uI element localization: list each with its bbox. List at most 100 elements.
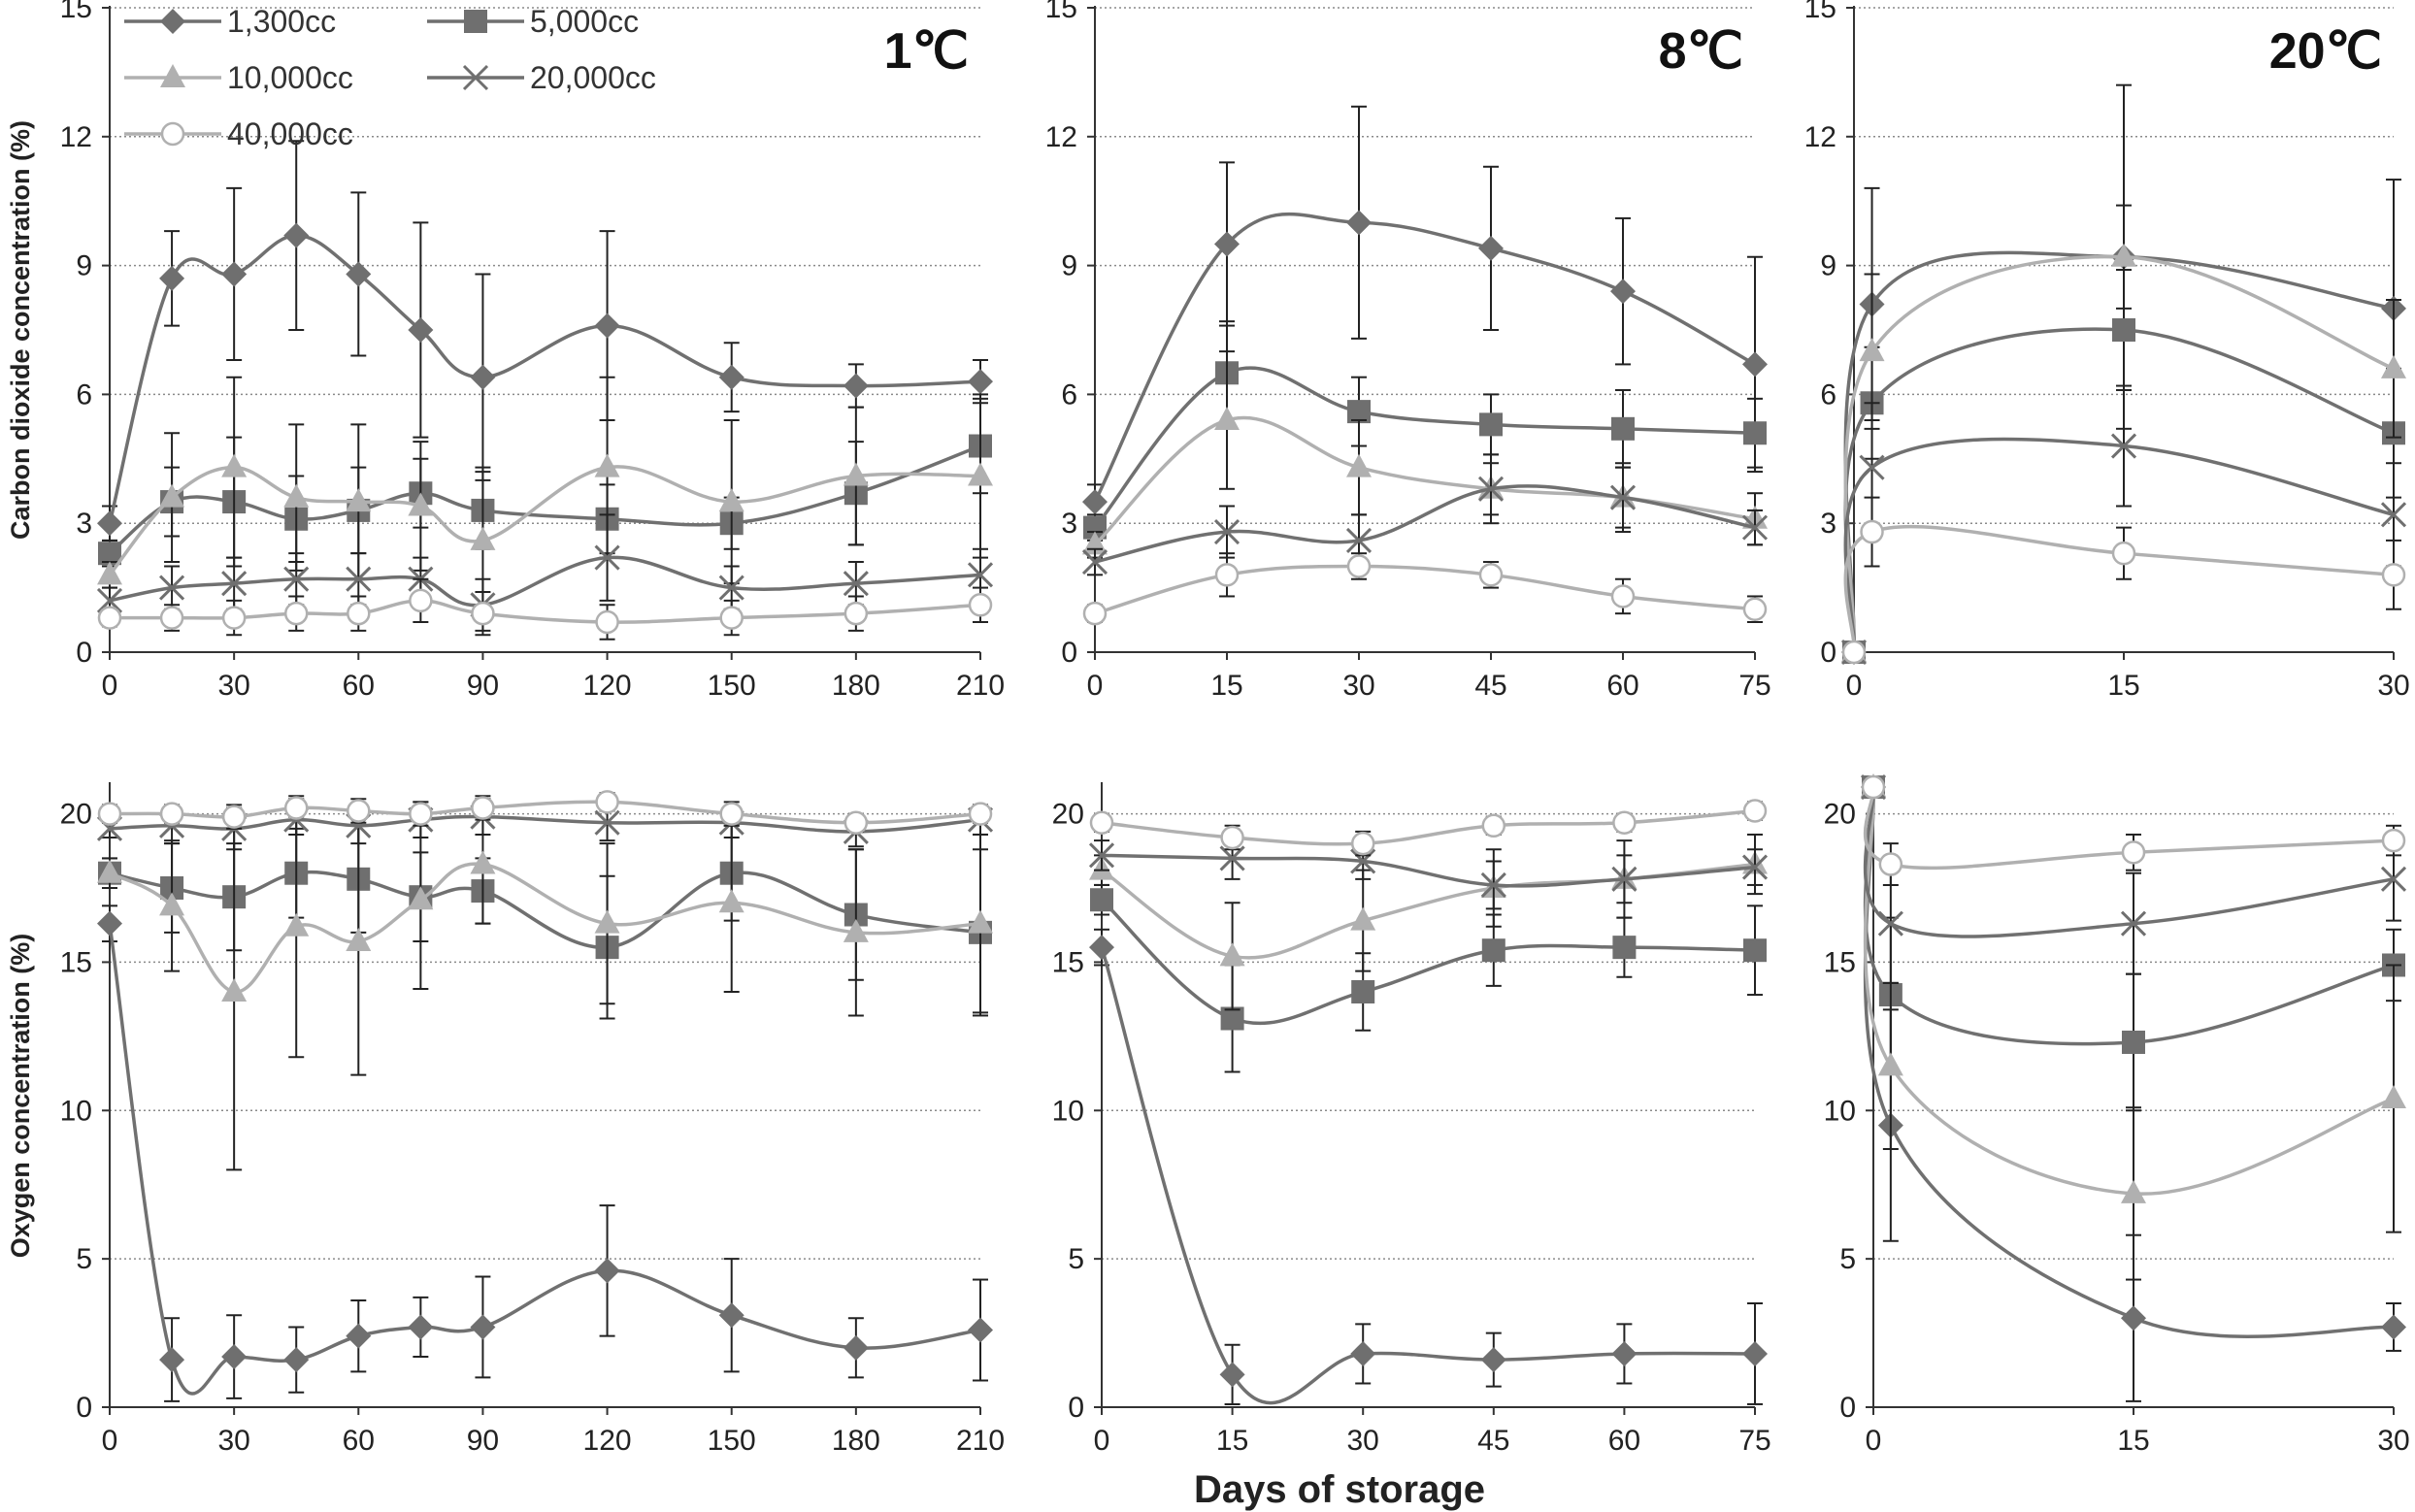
data-point (221, 571, 248, 597)
data-point (159, 265, 185, 291)
data-point-stroke-b (1609, 484, 1637, 510)
data-point (968, 369, 993, 395)
x-tick-label: 210 (956, 670, 1005, 702)
series-10,000cc (97, 795, 993, 1171)
data-point (1611, 866, 1638, 892)
data-point (1741, 854, 1769, 880)
data-point (1878, 852, 1903, 876)
data-point (2381, 1314, 2406, 1340)
y-tick-label: 12 (60, 121, 92, 153)
legend-entry: 1,300cc (124, 4, 336, 39)
y-tick-label: 0 (76, 1392, 92, 1424)
data-point (594, 312, 620, 339)
data-point (159, 1347, 185, 1373)
series-line (1094, 484, 1756, 564)
y-tick-label: 15 (1045, 0, 1077, 24)
data-point-stroke-b (2110, 433, 2137, 459)
data-point (1742, 1340, 1768, 1366)
panel-co2-8c: 0 3 6 9 12 15 0 15 30 45 60 75 8℃ (1045, 0, 1771, 702)
y-tick-label: 15 (1804, 0, 1836, 24)
data-point-stroke-b (283, 566, 310, 592)
y-axis-label: Carbon dioxide concentration (%) (6, 120, 35, 540)
data-point (718, 1302, 744, 1329)
data-point (1219, 1362, 1245, 1388)
data-point (1612, 810, 1637, 835)
data-point (594, 453, 620, 477)
data-point (1346, 210, 1372, 236)
series-40,000cc (1841, 496, 2406, 665)
y-tick-label: 0 (1061, 637, 1077, 669)
y-tick-label: 0 (76, 637, 92, 669)
data-point (1742, 351, 1768, 378)
y-tick-label: 20 (1052, 799, 1084, 831)
data-point (1841, 640, 1867, 665)
data-point (843, 373, 869, 399)
y-tick-label: 6 (1820, 378, 1836, 411)
data-point (718, 488, 744, 512)
data-point (1609, 484, 1637, 510)
legend-entry: 20,000cc (427, 60, 656, 95)
data-point (719, 802, 744, 826)
x-tick-label: 180 (832, 1425, 880, 1457)
series-40,000cc (1082, 552, 1768, 626)
data-point (594, 1258, 620, 1284)
data-point (968, 462, 993, 486)
y-tick-label: 5 (76, 1243, 92, 1275)
series-line (1863, 786, 2395, 1196)
x-tick-label: 90 (467, 1425, 499, 1457)
data-point (1350, 906, 1376, 931)
y-tick-label: 9 (1061, 250, 1077, 282)
legend-entry: 40,000cc (124, 116, 353, 151)
data-point-stroke-b (2380, 502, 2407, 528)
series-40,000cc (1089, 799, 1768, 857)
y-tick-label: 15 (60, 946, 92, 978)
data-point (1081, 548, 1108, 575)
y-tick-label: 20 (1824, 799, 1856, 831)
data-point (159, 575, 185, 601)
legend-label: 20,000cc (530, 60, 656, 95)
series-5,000cc (1090, 883, 1767, 1073)
x-tick-label: 120 (583, 1425, 632, 1457)
data-point (844, 810, 869, 835)
data-point (221, 1344, 248, 1370)
data-point (1478, 563, 1504, 587)
y-tick-label: 0 (1068, 1392, 1084, 1424)
series-40,000cc (1861, 774, 2406, 886)
data-point (1220, 825, 1244, 850)
panel-co2-20c: 0 3 6 9 12 15 0 15 30 20℃ (1804, 0, 2410, 702)
data-point-stroke-b (2380, 866, 2407, 892)
data-point (844, 601, 869, 626)
data-point (1741, 514, 1769, 541)
x-tick-label: 0 (1087, 670, 1104, 702)
x-tick-label: 15 (1210, 670, 1242, 702)
data-point (1859, 454, 1885, 480)
data-point-stroke-b (159, 575, 185, 601)
series-line (1100, 946, 1756, 1405)
y-tick-label: 20 (60, 799, 92, 831)
data-point (97, 510, 122, 537)
data-point (470, 364, 496, 390)
data-point (2380, 502, 2407, 528)
data-point-stroke-b (1219, 845, 1245, 871)
data-point-stroke-b (594, 544, 620, 571)
data-point (718, 364, 744, 390)
data-point (1082, 601, 1108, 626)
data-point (1351, 980, 1375, 1003)
data-point (283, 912, 310, 937)
data-point (159, 483, 185, 508)
legend-label: 1,300cc (227, 4, 336, 39)
data-point (1346, 453, 1372, 477)
data-point (2111, 243, 2136, 267)
series-line (109, 555, 981, 608)
legend-marker (160, 121, 185, 147)
series-line (1843, 254, 2395, 653)
data-point (1479, 412, 1503, 437)
data-point-stroke-b (1611, 866, 1638, 892)
data-point (967, 562, 994, 588)
data-point-stroke-b (1480, 871, 1506, 899)
data-point (1350, 831, 1375, 856)
series-20,000cc (1081, 462, 1769, 576)
x-tick-label: 30 (217, 670, 249, 702)
x-tick-label: 45 (1477, 1425, 1509, 1457)
